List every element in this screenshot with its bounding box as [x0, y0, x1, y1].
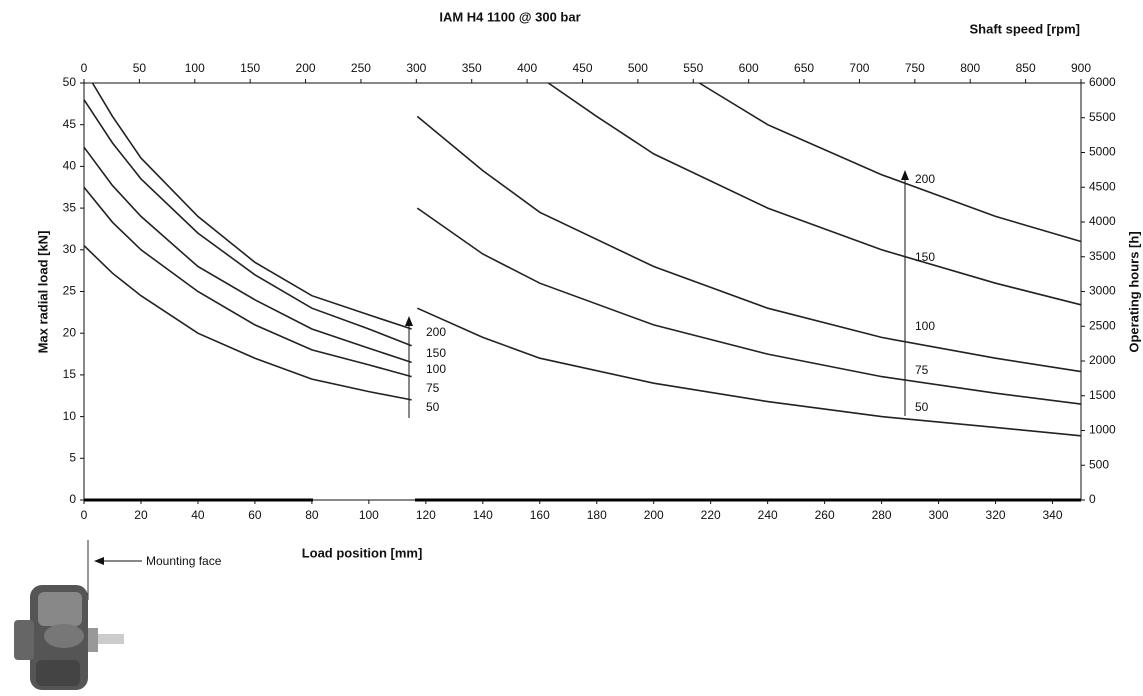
y-tick-label: 20 [63, 325, 77, 339]
x2-tick-label: 300 [406, 61, 426, 75]
y2-tick-label: 4500 [1089, 179, 1116, 193]
x-tick-label: 120 [416, 508, 436, 522]
x2-tick-label: 100 [185, 61, 205, 75]
x2-tick-label: 350 [462, 61, 482, 75]
curve [91, 82, 412, 330]
x2-tick-label: 500 [628, 61, 648, 75]
y2-tick-label: 4000 [1089, 214, 1116, 228]
y-tick-label: 25 [63, 284, 77, 298]
x2-tick-label: 750 [905, 61, 925, 75]
curve [698, 82, 1082, 243]
y-tick-label: 50 [63, 75, 77, 89]
x2-tick-label: 200 [296, 61, 316, 75]
x-tick-label: 180 [587, 508, 607, 522]
curve-label: 75 [426, 381, 440, 395]
curve [83, 186, 412, 378]
x2-tick-label: 450 [572, 61, 592, 75]
x-tick-label: 220 [701, 508, 721, 522]
curve [83, 99, 412, 347]
arrow-head [901, 170, 909, 180]
y2-tick-label: 5000 [1089, 145, 1116, 159]
y-axis-label: Max radial load [kN] [35, 231, 50, 354]
x2-tick-label: 0 [81, 61, 88, 75]
x-tick-label: 320 [986, 508, 1006, 522]
y-tick-label: 35 [63, 200, 77, 214]
x-tick-label: 80 [305, 508, 319, 522]
x2-tick-label: 900 [1071, 61, 1091, 75]
y2-tick-label: 1500 [1089, 388, 1116, 402]
annotation: Mounting face [146, 554, 222, 568]
x-axis-label: Load position [mm] [302, 545, 423, 560]
y2-tick-label: 3000 [1089, 284, 1116, 298]
x-tick-label: 340 [1042, 508, 1062, 522]
x2-axis-label: Shaft speed [rpm] [969, 21, 1080, 36]
arrow-head [94, 557, 104, 565]
y2-axis-label: Operating hours [h] [1126, 231, 1141, 352]
x2-tick-label: 850 [1016, 61, 1036, 75]
x-tick-label: 280 [872, 508, 892, 522]
curve-label: 150 [426, 346, 446, 360]
x-tick-label: 160 [530, 508, 550, 522]
plot-frame [83, 82, 1082, 501]
x-tick-label: 300 [929, 508, 949, 522]
y-tick-label: 5 [69, 450, 76, 464]
arrow-head [405, 316, 413, 326]
x2-tick-label: 800 [960, 61, 980, 75]
curve-label: 50 [915, 400, 929, 414]
x2-tick-label: 550 [683, 61, 703, 75]
x2-tick-label: 250 [351, 61, 371, 75]
y2-tick-label: 2000 [1089, 353, 1116, 367]
y2-tick-label: 6000 [1089, 75, 1116, 89]
y-tick-label: 45 [63, 117, 77, 131]
x-tick-label: 140 [473, 508, 493, 522]
y2-tick-label: 0 [1089, 492, 1096, 506]
x-tick-label: 100 [359, 508, 379, 522]
x-tick-label: 200 [644, 508, 664, 522]
curve [547, 82, 1082, 306]
curve [83, 146, 412, 364]
y-tick-label: 10 [63, 409, 77, 423]
curve-label: 100 [915, 319, 935, 333]
x2-tick-label: 50 [133, 61, 147, 75]
x2-tick-label: 700 [849, 61, 869, 75]
y2-tick-label: 5500 [1089, 110, 1116, 124]
x-tick-label: 260 [815, 508, 835, 522]
curve-label: 75 [915, 363, 929, 377]
x2-tick-label: 150 [240, 61, 260, 75]
curve [416, 207, 1082, 405]
x2-tick-label: 600 [739, 61, 759, 75]
y-tick-label: 15 [63, 367, 77, 381]
curve [416, 115, 1082, 373]
y2-tick-label: 3500 [1089, 249, 1116, 263]
curve-label: 200 [915, 172, 935, 186]
curve-label: 50 [426, 400, 440, 414]
x-tick-label: 60 [248, 508, 262, 522]
y-tick-label: 0 [69, 492, 76, 506]
x-tick-label: 240 [758, 508, 778, 522]
y-tick-label: 30 [63, 242, 77, 256]
x-tick-label: 20 [134, 508, 148, 522]
x-tick-label: 0 [81, 508, 88, 522]
motor-illustration [14, 585, 124, 690]
y2-tick-label: 500 [1089, 457, 1109, 471]
curve [83, 245, 412, 401]
x2-tick-label: 400 [517, 61, 537, 75]
x2-tick-label: 650 [794, 61, 814, 75]
y2-tick-label: 2500 [1089, 318, 1116, 332]
curve-label: 200 [426, 325, 446, 339]
curve-label: 150 [915, 250, 935, 264]
y2-tick-label: 1000 [1089, 423, 1116, 437]
curve-label: 100 [426, 362, 446, 376]
x-tick-label: 40 [191, 508, 205, 522]
curve [416, 307, 1082, 437]
chart-title: IAM H4 1100 @ 300 bar [439, 9, 580, 24]
y-tick-label: 40 [63, 159, 77, 173]
